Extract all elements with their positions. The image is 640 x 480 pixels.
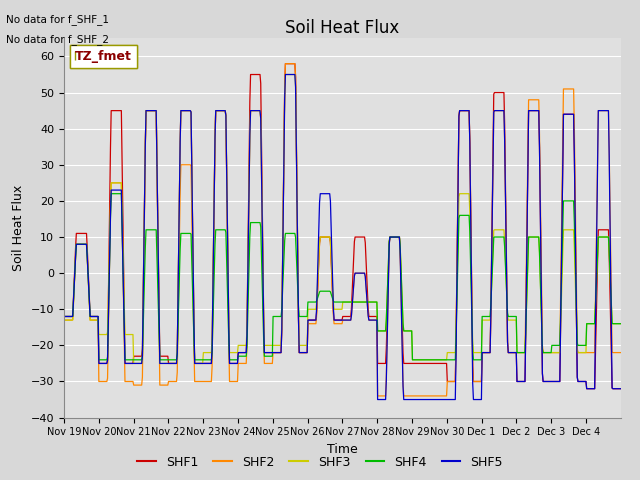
Line: SHF1: SHF1 bbox=[64, 64, 621, 389]
SHF5 bbox=[125, 360, 133, 366]
Legend: TZ_fmet: TZ_fmet bbox=[70, 45, 137, 68]
SHF1 bbox=[60, 313, 68, 319]
SHF3 bbox=[433, 357, 440, 363]
SHF1 bbox=[401, 360, 408, 366]
SHF3 bbox=[60, 317, 68, 323]
Y-axis label: Soil Heat Flux: Soil Heat Flux bbox=[12, 185, 25, 271]
SHF5 bbox=[282, 72, 289, 77]
SHF3 bbox=[282, 72, 289, 77]
SHF1 bbox=[583, 386, 591, 392]
SHF1 bbox=[125, 360, 133, 366]
SHF1 bbox=[432, 360, 440, 366]
SHF3 bbox=[401, 328, 409, 334]
SHF5 bbox=[374, 396, 381, 402]
SHF3 bbox=[617, 321, 625, 326]
SHF5 bbox=[617, 386, 625, 392]
Line: SHF4: SHF4 bbox=[64, 194, 621, 360]
SHF4 bbox=[60, 313, 68, 319]
SHF2 bbox=[276, 350, 284, 356]
SHF2 bbox=[374, 393, 381, 399]
SHF2 bbox=[125, 379, 133, 384]
SHF5 bbox=[276, 350, 284, 356]
SHF3 bbox=[256, 108, 264, 113]
SHF4 bbox=[257, 224, 264, 230]
Line: SHF5: SHF5 bbox=[64, 74, 621, 399]
SHF2 bbox=[282, 61, 289, 67]
SHF4 bbox=[433, 357, 440, 363]
SHF5 bbox=[60, 313, 68, 319]
SHF5 bbox=[401, 396, 409, 402]
SHF2 bbox=[228, 379, 236, 384]
SHF4 bbox=[278, 307, 285, 312]
SHF2 bbox=[617, 350, 625, 356]
Legend: SHF1, SHF2, SHF3, SHF4, SHF5: SHF1, SHF2, SHF3, SHF4, SHF5 bbox=[132, 451, 508, 474]
Line: SHF2: SHF2 bbox=[64, 64, 621, 396]
SHF5 bbox=[228, 360, 236, 366]
Text: No data for f_SHF_2: No data for f_SHF_2 bbox=[6, 34, 109, 45]
X-axis label: Time: Time bbox=[327, 443, 358, 456]
SHF4 bbox=[229, 357, 237, 363]
SHF5 bbox=[255, 108, 263, 113]
SHF2 bbox=[401, 393, 409, 399]
Line: SHF3: SHF3 bbox=[64, 74, 621, 363]
SHF2 bbox=[255, 108, 263, 113]
SHF4 bbox=[401, 328, 409, 334]
SHF5 bbox=[433, 396, 440, 402]
SHF1 bbox=[255, 72, 263, 77]
SHF1 bbox=[228, 360, 236, 366]
Text: No data for f_SHF_1: No data for f_SHF_1 bbox=[6, 14, 109, 25]
SHF3 bbox=[130, 360, 138, 366]
SHF4 bbox=[95, 357, 102, 363]
SHF1 bbox=[282, 61, 289, 67]
SHF2 bbox=[60, 317, 68, 323]
SHF4 bbox=[617, 321, 625, 326]
SHF3 bbox=[277, 343, 285, 348]
SHF4 bbox=[108, 191, 115, 197]
SHF2 bbox=[433, 393, 440, 399]
SHF1 bbox=[617, 386, 625, 392]
SHF1 bbox=[276, 350, 284, 356]
SHF3 bbox=[125, 332, 133, 337]
SHF4 bbox=[127, 357, 134, 363]
SHF3 bbox=[228, 350, 236, 356]
Title: Soil Heat Flux: Soil Heat Flux bbox=[285, 19, 399, 37]
